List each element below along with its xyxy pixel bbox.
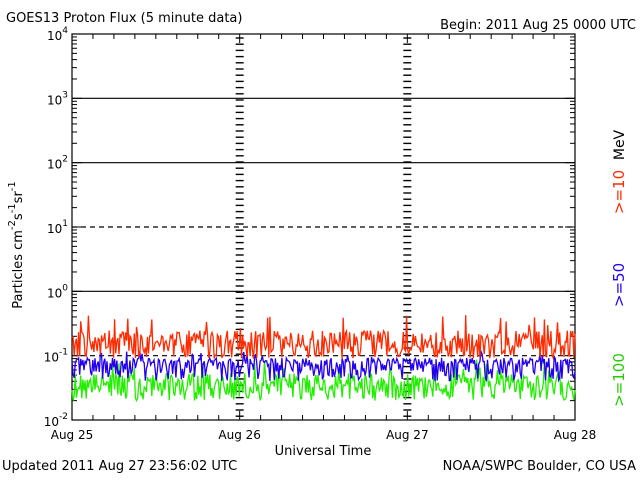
- legend-series-100: >=100: [610, 353, 628, 407]
- y-tick-label: 104: [47, 26, 68, 43]
- series-line-10: [71, 315, 576, 361]
- y-axis-label: Particles cm-2s-1sr-1: [7, 181, 26, 309]
- y-tick-label: 10-1: [44, 348, 68, 365]
- legend: MeV >=10 >=50 >=100: [610, 129, 628, 406]
- x-tick-label: Aug 26: [218, 428, 261, 442]
- series-line-50: [71, 348, 576, 383]
- y-tick-label: 101: [47, 219, 68, 236]
- day-divider-ticks: [71, 34, 576, 420]
- y-tick-label: 10-2: [44, 412, 68, 429]
- y-tick-label: 102: [47, 155, 68, 172]
- footer-updated: Updated 2011 Aug 27 23:56:02 UTC: [2, 459, 238, 474]
- x-tick-label: Aug 25: [51, 428, 94, 442]
- x-tick-label: Aug 28: [554, 428, 597, 442]
- y-tick-label: 100: [47, 283, 68, 300]
- y-tick-labels: 10-2 10-1 100 101 102 103 104: [44, 26, 69, 429]
- x-tick-labels: Aug 25 Aug 26 Aug 27 Aug 28: [51, 428, 597, 442]
- legend-series-10: >=10: [610, 170, 628, 214]
- y-tick-label: 103: [47, 90, 68, 107]
- legend-series-50: >=50: [610, 263, 628, 307]
- begin-label: Begin: 2011 Aug 25 0000 UTC: [440, 18, 636, 33]
- footer-source: NOAA/SWPC Boulder, CO USA: [442, 459, 636, 474]
- series-lines: [71, 315, 576, 403]
- svg-text:Particles cm-2s-1sr-1: Particles cm-2s-1sr-1: [7, 181, 26, 309]
- x-axis-label: Universal Time: [275, 444, 372, 459]
- chart-title: GOES13 Proton Flux (5 minute data): [6, 11, 242, 26]
- legend-unit: MeV: [612, 129, 628, 160]
- x-tick-label: Aug 27: [386, 428, 429, 442]
